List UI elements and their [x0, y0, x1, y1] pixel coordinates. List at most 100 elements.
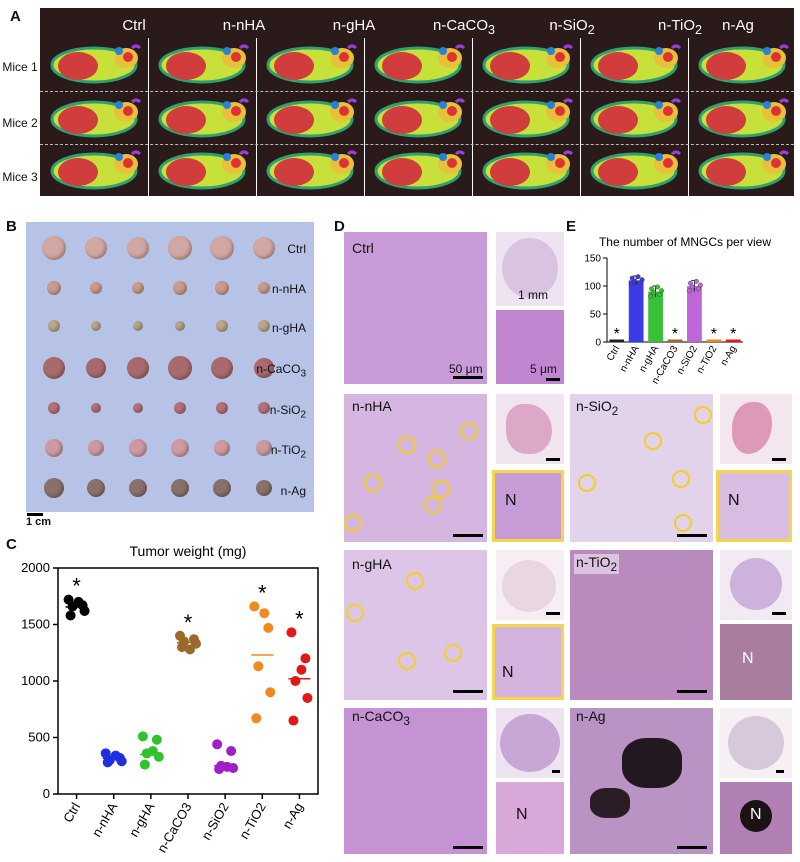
- data-point: [690, 284, 695, 290]
- data-point: [286, 627, 297, 638]
- data-point: [251, 713, 262, 724]
- col-label-ctrl: Ctrl: [122, 17, 146, 34]
- scale-label-50um: 50 μm: [449, 362, 483, 376]
- histology-label-ncaco3: n-CaCO3: [352, 708, 410, 728]
- tumor: [168, 356, 192, 380]
- data-point: [639, 277, 645, 283]
- tumor-row-label-nag: n-Ag: [280, 484, 306, 498]
- tumor: [86, 358, 106, 378]
- data-point: [259, 608, 270, 619]
- tumor: [210, 236, 234, 260]
- tumor: [253, 237, 275, 259]
- tumor: [256, 480, 272, 496]
- tumor: [42, 236, 66, 260]
- tumor: [171, 479, 189, 497]
- data-point: [214, 764, 225, 775]
- tumor: [88, 440, 104, 456]
- data-point: [263, 622, 274, 633]
- histology-nsio2-overview: [720, 394, 792, 464]
- y-tick-label: 50: [590, 310, 602, 321]
- histology-ngha-overview: [496, 550, 564, 620]
- zoom-box-nnha: [492, 470, 564, 542]
- data-point: [65, 610, 76, 621]
- panel-letter-a: A: [10, 8, 21, 25]
- histology-label-ngha: n-gHA: [352, 556, 392, 572]
- x-tick-label: n-Ag: [719, 344, 739, 368]
- data-point: [296, 664, 307, 675]
- y-tick-label: 2000: [21, 560, 50, 575]
- tumor: [87, 479, 105, 497]
- y-tick-label: 150: [584, 254, 601, 265]
- bar: [706, 339, 722, 342]
- data-point: [226, 746, 237, 757]
- y-tick-label: 1000: [21, 673, 50, 688]
- bar: [648, 291, 663, 342]
- x-tick-label: Ctrl: [605, 344, 622, 363]
- y-tick-label: 0: [43, 786, 50, 801]
- bar: [628, 280, 644, 342]
- histology-ntio2-main: [570, 550, 713, 700]
- thermal-mouse: [590, 44, 682, 84]
- data-point: [628, 281, 634, 287]
- tumor: [175, 321, 185, 331]
- col-label-ncaco3: n-CaCO3: [433, 17, 495, 37]
- y-tick-label: 500: [28, 730, 50, 745]
- significance-asterisk: *: [711, 326, 717, 343]
- tumor-weight-chart: Tumor weight (mg) 0 500 1000 1500 2000 Ctrl n-n…: [21, 543, 319, 855]
- thermal-mouse: [158, 98, 250, 138]
- data-point: [302, 692, 313, 703]
- tumor-row-label-nsio2: n-SiO2: [269, 403, 306, 421]
- row-label-mice-2: Mice 2: [2, 116, 38, 130]
- histology-ncaco3-zoom: [496, 782, 564, 854]
- data-point: [102, 757, 113, 768]
- x-tick-label: Ctrl: [60, 800, 83, 825]
- data-point: [687, 288, 692, 294]
- histology-label-ntio2: n-TiO2: [574, 554, 619, 574]
- thermal-mouse: [374, 98, 466, 138]
- tumor: [129, 479, 147, 497]
- tumor-row-label-ctrl: Ctrl: [287, 242, 306, 256]
- y-tick-label: 100: [584, 282, 601, 293]
- thermal-mouse: [50, 150, 142, 190]
- tumor: [127, 237, 149, 259]
- thermal-mouse: [482, 98, 574, 138]
- histology-ctrl-overview: [496, 232, 564, 306]
- data-point: [139, 759, 150, 770]
- plot-frame: [57, 567, 319, 795]
- data-point: [300, 653, 311, 664]
- histology-nag-overview: [720, 708, 792, 778]
- tumor: [129, 439, 147, 457]
- panel-letter-b: B: [6, 218, 17, 235]
- data-point: [635, 274, 641, 280]
- thermal-mouse: [482, 150, 574, 190]
- tumor: [213, 479, 231, 497]
- x-tick-label: n-CaCO3: [154, 800, 194, 855]
- y-tick-label: 1500: [21, 617, 50, 632]
- tumor-row-label-nnha: n-nHA: [271, 282, 306, 296]
- thermal-mouse: [482, 44, 574, 84]
- tumor: [133, 403, 143, 413]
- data-point: [694, 278, 699, 284]
- tumor: [45, 439, 63, 457]
- data-point: [629, 275, 635, 281]
- thermal-mouse: [374, 150, 466, 190]
- data-point: [185, 644, 195, 655]
- mngc-chart: The number of MNGCs per view050100150*Ct…: [584, 235, 771, 386]
- tumor: [90, 282, 102, 294]
- data-point: [137, 731, 148, 742]
- thermal-mouse: [698, 98, 790, 138]
- thermal-mouse: [698, 150, 790, 190]
- chart-title: Tumor weight (mg): [130, 543, 247, 559]
- tumor: [256, 440, 272, 456]
- row-label-mice-3: Mice 3: [2, 170, 38, 184]
- data-point: [290, 676, 301, 686]
- tumor: [258, 402, 270, 414]
- significance-asterisk: *: [295, 606, 304, 631]
- histology-ncaco3-main: [344, 708, 487, 854]
- thermal-mouse: [158, 150, 250, 190]
- significance-asterisk: *: [730, 326, 736, 343]
- thermal-mouse: [590, 150, 682, 190]
- data-point: [698, 282, 703, 288]
- data-point: [177, 642, 187, 653]
- tumor-photo: Ctrl n-nHA n-gHA n-CaCO3 n-SiO2 n-TiO2 n…: [26, 222, 314, 512]
